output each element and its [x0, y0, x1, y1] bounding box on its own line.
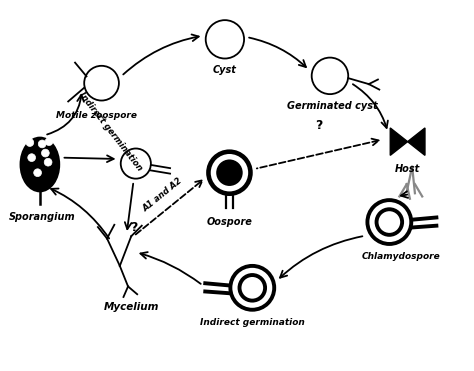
- Text: Motile zoospore: Motile zoospore: [56, 112, 137, 121]
- Circle shape: [42, 149, 49, 157]
- Text: Indirect germination: Indirect germination: [77, 91, 144, 173]
- Text: A1 and A2: A1 and A2: [141, 177, 184, 214]
- Circle shape: [28, 154, 36, 161]
- Circle shape: [209, 152, 250, 194]
- Polygon shape: [408, 128, 425, 155]
- Text: ?: ?: [130, 221, 137, 234]
- Circle shape: [239, 275, 265, 301]
- Text: Sporangium: Sporangium: [9, 212, 75, 222]
- Text: Chlamydospore: Chlamydospore: [361, 252, 440, 261]
- Circle shape: [367, 200, 411, 244]
- Text: Mycelium: Mycelium: [103, 302, 159, 312]
- Text: Germinated cyst: Germinated cyst: [287, 101, 378, 111]
- Text: ?: ?: [315, 119, 322, 132]
- Ellipse shape: [20, 138, 59, 191]
- Circle shape: [230, 266, 274, 310]
- Circle shape: [376, 209, 402, 235]
- Text: Cyst: Cyst: [213, 65, 237, 75]
- Circle shape: [34, 169, 42, 177]
- Text: Indirect germination: Indirect germination: [200, 318, 305, 327]
- Circle shape: [45, 138, 53, 145]
- Circle shape: [217, 160, 242, 185]
- Polygon shape: [390, 128, 408, 155]
- Circle shape: [38, 140, 46, 148]
- Circle shape: [44, 158, 52, 166]
- Text: Oospore: Oospore: [207, 217, 252, 227]
- Text: Host: Host: [395, 164, 420, 174]
- Circle shape: [26, 139, 34, 147]
